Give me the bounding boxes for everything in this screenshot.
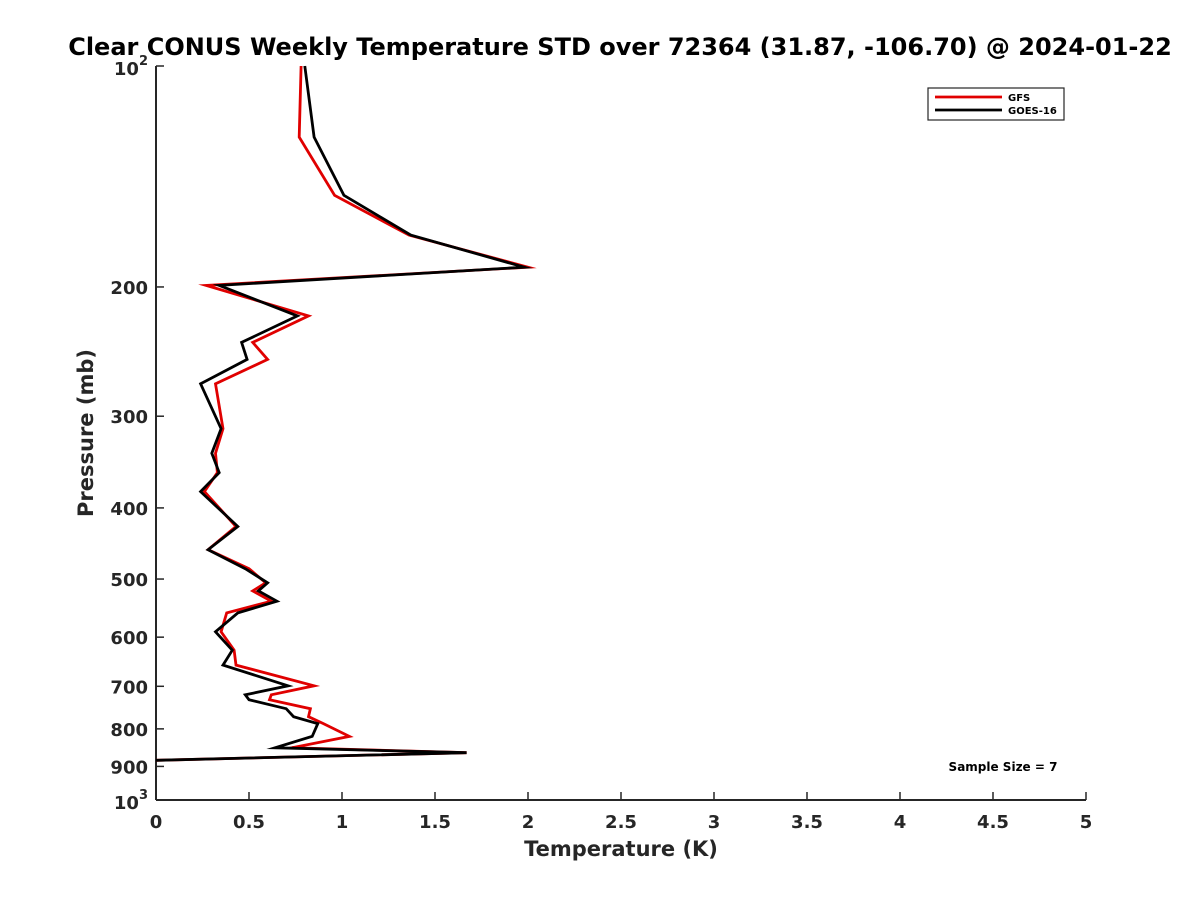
y-tick-label: 400 [110,499,148,520]
x-axis-label: Temperature (K) [524,837,718,861]
y-tick-exponent: 2 [139,54,148,69]
y-tick-base: 10 [114,59,139,80]
y-tick-label: 900 [110,757,148,778]
series-line-gfs [155,65,537,762]
y-axis-label: Pressure (mb) [74,349,98,517]
sample-size-annotation: Sample Size = 7 [949,760,1058,774]
y-tick-label: 200 [110,278,148,299]
y-tick-label: 500 [110,570,148,591]
x-tick-label: 0.5 [233,812,265,833]
series-layer [155,65,537,762]
x-tick-label: 4 [894,812,907,833]
y-tick-label: 300 [110,407,148,428]
y-tick-exponent: 3 [139,788,148,803]
x-tick-label: 0 [150,812,163,833]
x-tick-label: 4.5 [977,812,1009,833]
y-tick-base: 10 [114,793,139,814]
y-tick-label: 600 [110,628,148,649]
x-tick-label: 3 [708,812,721,833]
x-tick-label: 2 [522,812,535,833]
y-tick-label: 102 [114,54,148,80]
y-tick-label: 103 [114,788,148,814]
chart-title: Clear CONUS Weekly Temperature STD over … [68,33,1172,61]
series-line-goes-16 [155,65,533,762]
x-ticks: 0 0.5 1 1.5 2 2.5 3 3.5 4 4.5 5 [150,792,1093,833]
y-tick-label: 700 [110,677,148,698]
x-tick-label: 5 [1080,812,1093,833]
x-tick-label: 3.5 [791,812,823,833]
legend-label: GOES-16 [1008,106,1057,117]
y-tick-label: 800 [110,720,148,741]
legend-box [927,87,1065,121]
x-tick-label: 2.5 [605,812,637,833]
legend: GFS GOES-16 [927,87,1065,121]
legend-label: GFS [1008,93,1030,104]
x-tick-label: 1 [336,812,349,833]
x-tick-label: 1.5 [419,812,451,833]
